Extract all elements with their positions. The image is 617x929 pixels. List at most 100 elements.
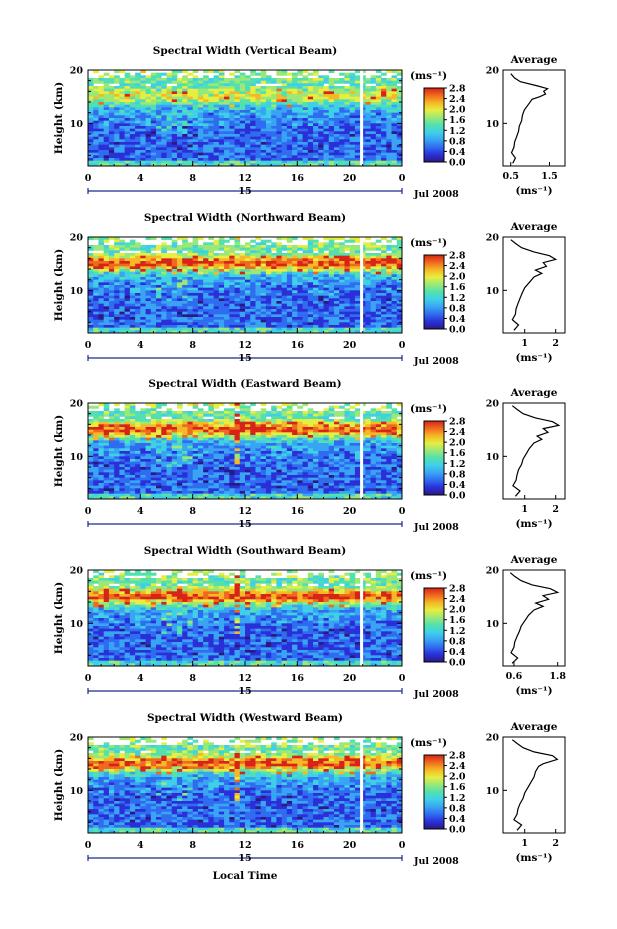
- heatmap-cell: [365, 134, 371, 138]
- heatmap-cell: [313, 115, 319, 119]
- heatmap-cell: [265, 311, 272, 315]
- heatmap-cell: [292, 72, 298, 76]
- heatmap-cell: [381, 319, 387, 323]
- heatmap-cell: [208, 261, 214, 265]
- heatmap-cell: [318, 298, 324, 302]
- heatmap-cell: [302, 327, 309, 331]
- heatmap-cell: [192, 295, 199, 299]
- heatmap-cell: [365, 282, 371, 286]
- heatmap-cell: [370, 88, 377, 92]
- heatmap-cell: [208, 303, 214, 307]
- heatmap-cell: [286, 131, 293, 135]
- heatmap-cell: [108, 107, 115, 111]
- heatmap-cell: [166, 99, 173, 103]
- heatmap-cell: [108, 429, 115, 433]
- heatmap-cell: [239, 279, 246, 283]
- heatmap-cell: [381, 72, 387, 76]
- heatmap-cell: [108, 160, 115, 164]
- heatmap-cell: [354, 287, 361, 291]
- heatmap-cell: [197, 419, 204, 423]
- heatmap-cell: [88, 419, 94, 423]
- heatmap-cell: [166, 134, 173, 138]
- heatmap-cell: [333, 258, 340, 262]
- heatmap-cell: [171, 330, 178, 334]
- heatmap-cell: [103, 123, 110, 127]
- heatmap-cell: [171, 317, 178, 321]
- heatmap-cell: [239, 72, 246, 76]
- heatmap-cell: [381, 435, 387, 439]
- heatmap-cell: [260, 102, 267, 106]
- heatmap-cell: [234, 112, 241, 116]
- heatmap-cell: [391, 282, 398, 286]
- heatmap-cell: [365, 102, 371, 106]
- heatmap-cell: [213, 110, 220, 114]
- heatmap-cell: [276, 91, 283, 95]
- heatmap-cell: [286, 285, 293, 289]
- heatmap-cell: [333, 78, 340, 82]
- heatmap-cell: [114, 290, 120, 294]
- heatmap-cell: [208, 432, 214, 436]
- heatmap-cell: [250, 239, 256, 243]
- heatmap-cell: [307, 152, 314, 156]
- heatmap-cell: [161, 282, 167, 286]
- heatmap-cell: [166, 309, 173, 313]
- heatmap-cell: [391, 237, 398, 241]
- heatmap-cell: [103, 261, 110, 265]
- heatmap-cell: [176, 266, 183, 270]
- heatmap-cell: [386, 435, 392, 439]
- heatmap-cell: [370, 421, 377, 425]
- heatmap-cell: [344, 274, 351, 278]
- heatmap-cell: [281, 290, 288, 294]
- heatmap-cell: [161, 136, 167, 140]
- heatmap-cell: [339, 255, 345, 259]
- heatmap-cell: [203, 419, 209, 423]
- heatmap-cell: [203, 86, 209, 90]
- heatmap-cell: [245, 274, 251, 278]
- heatmap-cell: [197, 298, 204, 302]
- heatmap-cell: [276, 126, 283, 130]
- heatmap-cell: [197, 96, 204, 100]
- heatmap-cell: [239, 91, 246, 95]
- heatmap-cell: [197, 293, 204, 297]
- heatmap-cell: [224, 421, 230, 425]
- heatmap-cell: [375, 99, 382, 103]
- heatmap-cell: [187, 322, 194, 326]
- heatmap-cell: [98, 80, 105, 84]
- heatmap-cell: [313, 152, 319, 156]
- heatmap-cell: [339, 99, 345, 103]
- heatmap-cell: [370, 325, 377, 329]
- heatmap-cell: [192, 144, 199, 148]
- heatmap-cell: [365, 285, 371, 289]
- heatmap-cell: [150, 282, 157, 286]
- heatmap-cell: [339, 237, 345, 241]
- heatmap-cell: [124, 253, 131, 257]
- heatmap-cell: [119, 120, 126, 124]
- heatmap-cell: [286, 250, 293, 254]
- heatmap-cell: [375, 424, 382, 428]
- heatmap-cell: [176, 134, 183, 138]
- x-tick-label: 4: [137, 173, 144, 184]
- heatmap-cell: [119, 150, 126, 154]
- heatmap-cell: [218, 255, 225, 259]
- heatmap-cell: [265, 309, 272, 313]
- heatmap-cell: [229, 112, 235, 116]
- heatmap-cell: [391, 309, 398, 313]
- heatmap-cell: [229, 115, 235, 119]
- heatmap-cell: [239, 301, 246, 305]
- heatmap-cell: [349, 80, 356, 84]
- heatmap-cell: [386, 416, 392, 420]
- heatmap-cell: [344, 303, 351, 307]
- heatmap-cell: [88, 295, 94, 299]
- heatmap-cell: [318, 144, 324, 148]
- heatmap-cell: [323, 163, 330, 167]
- heatmap-cell: [328, 104, 335, 108]
- heatmap-cell: [93, 309, 99, 313]
- heatmap-cell: [391, 279, 398, 283]
- heatmap-cell: [292, 118, 298, 122]
- chart-title: Spectral Width (Eastward Beam): [148, 378, 341, 390]
- heatmap-cell: [276, 258, 283, 262]
- heatmap-cell: [239, 255, 246, 259]
- heatmap-cell: [349, 435, 356, 439]
- heatmap-cell: [145, 411, 152, 415]
- heatmap-cell: [156, 120, 162, 124]
